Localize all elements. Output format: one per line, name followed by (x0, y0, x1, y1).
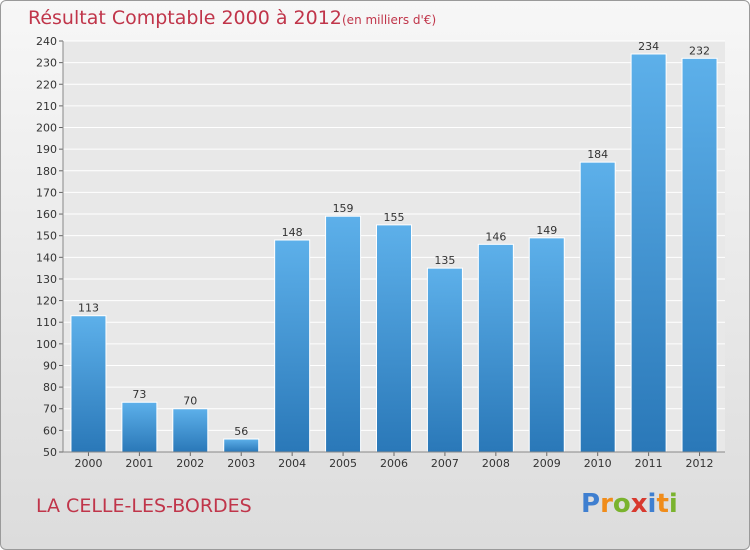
logo-letter: o (612, 489, 631, 519)
x-tick-label-2008: 2008 (482, 457, 510, 470)
bar-2002 (172, 408, 209, 453)
y-tick-label: 70 (43, 403, 57, 416)
x-tick-label-2009: 2009 (533, 457, 561, 470)
y-tick-label: 160 (36, 208, 57, 221)
y-tick-label: 230 (36, 57, 57, 70)
y-axis: 50 60 70 80 90 100 110 120 130 140 150 160 170 180 190… (36, 35, 64, 459)
proxiti-logo: Proxiti (581, 489, 678, 519)
y-tick-label: 80 (43, 381, 57, 394)
value-label-2001: 73 (132, 388, 146, 401)
bar-2012 (681, 57, 718, 453)
value-label-2012: 232 (689, 44, 710, 57)
value-label-2006: 155 (384, 211, 405, 224)
bar-2008 (477, 243, 514, 453)
value-label-2004: 148 (282, 226, 303, 239)
y-tick-label: 100 (36, 338, 57, 351)
bar-2001 (121, 401, 158, 453)
x-tick-label-2005: 2005 (329, 457, 357, 470)
x-tick-label-2001: 2001 (125, 457, 153, 470)
y-tick-label: 190 (36, 143, 57, 156)
value-label-2008: 146 (485, 230, 506, 243)
x-tick-label-2003: 2003 (227, 457, 255, 470)
x-tick-label-2012: 2012 (686, 457, 714, 470)
x-tick-label-2000: 2000 (74, 457, 102, 470)
logo-letter: i (647, 489, 657, 519)
value-label-2011: 234 (638, 40, 659, 53)
chart-title: Résultat Comptable 2000 à 2012 (28, 7, 342, 29)
logo-letter: t (656, 489, 669, 519)
y-tick-label: 170 (36, 186, 57, 199)
y-tick-label: 60 (43, 424, 57, 437)
logo-letter: P (581, 489, 601, 519)
bar-2000 (70, 315, 107, 453)
bar-2004 (274, 239, 311, 453)
bar-2010 (579, 161, 616, 453)
x-tick-label-2006: 2006 (380, 457, 408, 470)
y-tick-label: 240 (36, 35, 57, 48)
y-tick-label: 120 (36, 295, 57, 308)
logo-letter: x (630, 489, 648, 519)
chart-subtitle: (en milliers d'€) (342, 13, 437, 27)
value-label-2009: 149 (536, 224, 557, 237)
bar-2003 (223, 438, 260, 453)
x-tick-label-2007: 2007 (431, 457, 459, 470)
y-tick-label: 180 (36, 165, 57, 178)
y-tick-label: 50 (43, 446, 57, 459)
y-tick-label: 110 (36, 316, 57, 329)
x-tick-label-2004: 2004 (278, 457, 306, 470)
y-tick-label: 220 (36, 78, 57, 91)
value-label-2000: 113 (78, 302, 99, 315)
bar-2009 (528, 237, 565, 453)
y-tick-label: 210 (36, 100, 57, 113)
y-tick-label: 90 (43, 359, 57, 372)
bar-2005 (325, 215, 362, 453)
bar-2006 (376, 224, 412, 453)
value-label-2010: 184 (587, 148, 608, 161)
value-label-2007: 135 (434, 254, 455, 267)
x-tick-label-2011: 2011 (635, 457, 663, 470)
x-tick-label-2010: 2010 (584, 457, 612, 470)
value-label-2003: 56 (234, 425, 248, 438)
bar-2007 (426, 267, 463, 453)
y-tick-label: 140 (36, 251, 57, 264)
commune-name: LA CELLE-LES-BORDES (36, 495, 252, 517)
bar-2011 (630, 53, 667, 453)
bars: 113 73 70 56 148 159 155 135 146 149 184 234 232 (70, 40, 718, 453)
y-tick-label: 130 (36, 273, 57, 286)
x-axis: 2000 2001 2002 2003 2004 2005 2006 2007 2008 2009… (63, 451, 725, 470)
x-tick-label-2002: 2002 (176, 457, 204, 470)
logo-letter: i (668, 489, 678, 519)
value-label-2002: 70 (183, 395, 197, 408)
logo-letter: r (600, 489, 613, 519)
y-tick-label: 200 (36, 122, 57, 135)
y-tick-label: 150 (36, 230, 57, 243)
value-label-2005: 159 (333, 202, 354, 215)
